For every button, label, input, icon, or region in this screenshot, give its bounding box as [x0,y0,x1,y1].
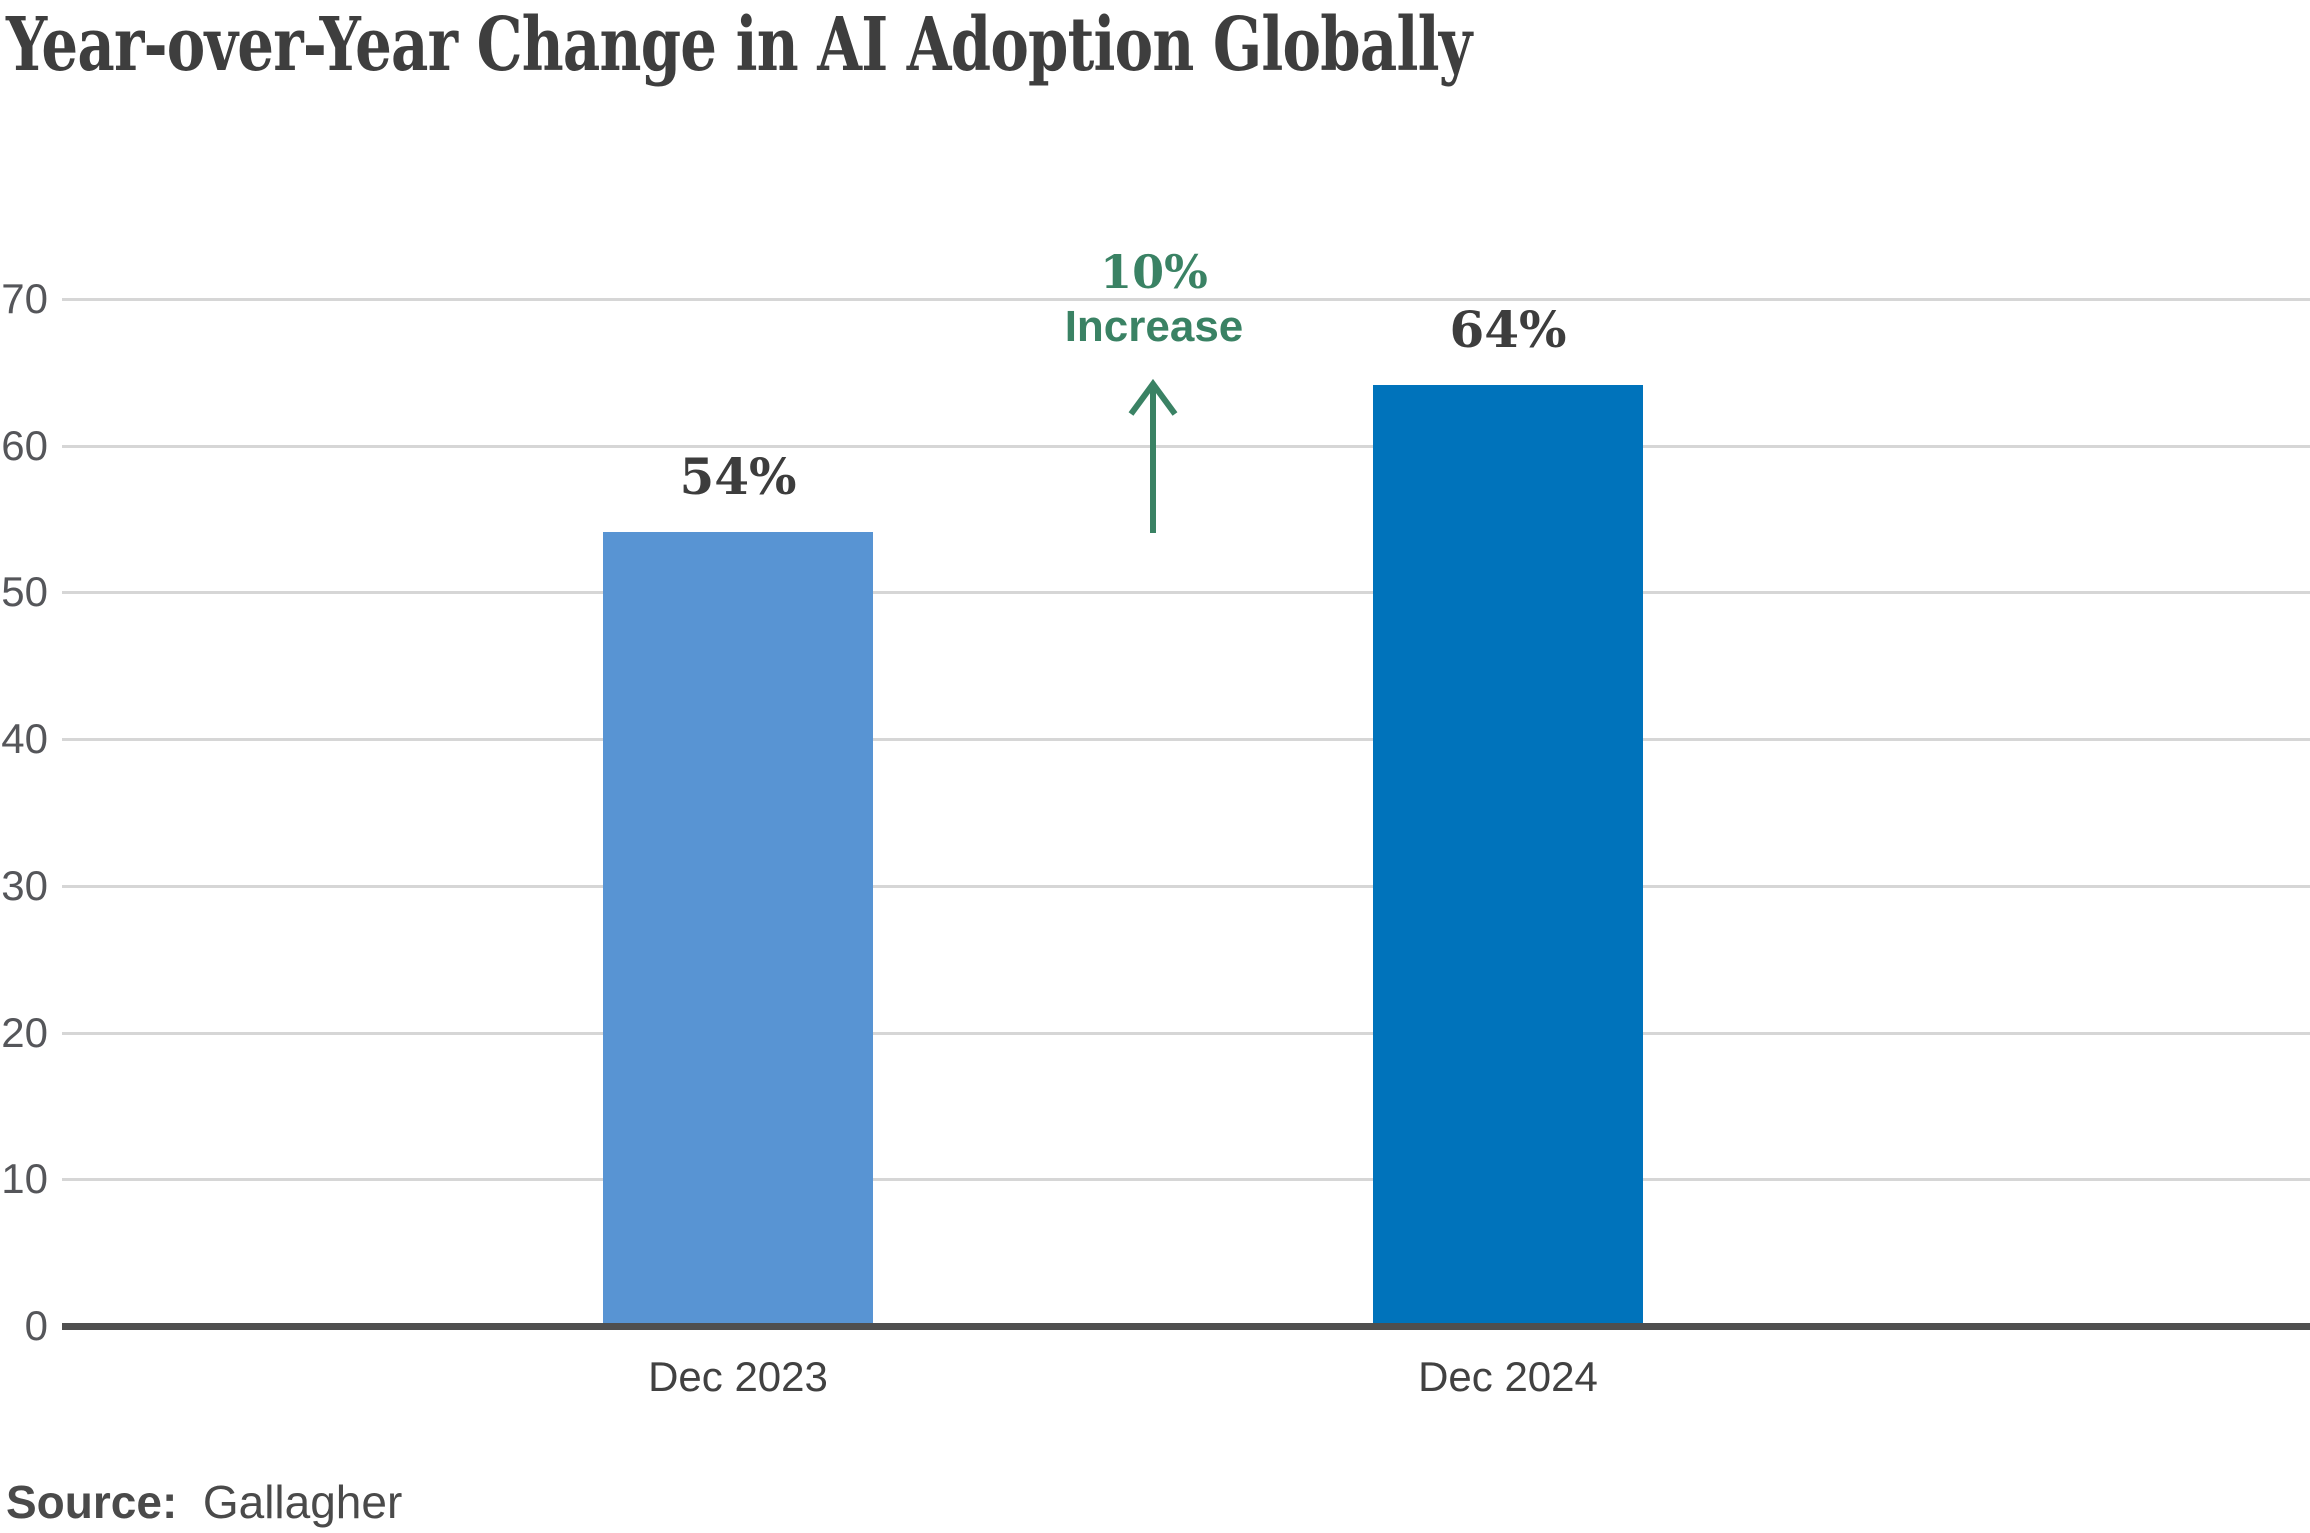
y-tick-label-70: 70 [1,275,48,322]
value-label-dec-2024: 64% [1449,300,1567,359]
y-tick-label-40: 40 [1,715,48,762]
gridline-70 [62,298,2310,301]
x-axis-label-dec-2023: Dec 2023 [648,1353,828,1400]
y-tick-label-20: 20 [1,1009,48,1056]
y-tick-label-0: 0 [24,1302,48,1349]
source-value [190,1476,203,1528]
bar-dec-2024 [1373,385,1643,1324]
source-name: Gallagher [202,1476,403,1528]
increase-annotation: 10% Increase [904,244,1404,354]
gridline-10 [62,1178,2310,1181]
chart-title: Year-over-Year Change in AI Adoption Glo… [6,2,1472,88]
gridline-20 [62,1032,2310,1035]
gridline-40 [62,738,2310,741]
source-line: Source: Gallagher [6,1476,402,1528]
up-arrow-icon [1118,376,1188,538]
y-tick-label-10: 10 [1,1155,48,1202]
source-label: Source: [6,1476,178,1528]
bar-dec-2023 [603,532,873,1324]
gridline-30 [62,885,2310,888]
y-tick-label-30: 30 [1,862,48,909]
x-axis-label-dec-2024: Dec 2024 [1418,1353,1598,1400]
annotation-percent: 10% [1100,245,1208,299]
gridline-50 [62,591,2310,594]
y-tick-label-50: 50 [1,568,48,615]
gridline-60 [62,445,2310,448]
annotation-word: Increase [1064,302,1244,351]
value-label-dec-2023: 54% [679,447,797,506]
y-tick-label-60: 60 [1,422,48,469]
x-axis-line [62,1323,2310,1330]
